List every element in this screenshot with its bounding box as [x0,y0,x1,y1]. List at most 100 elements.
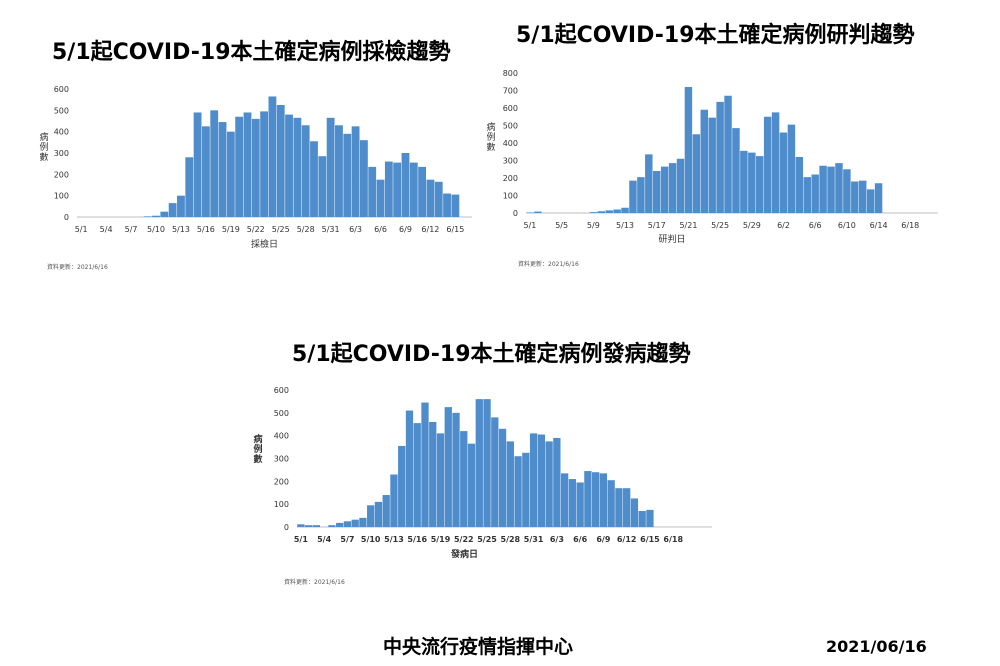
bar-5/14 [185,157,194,217]
bar-5/14 [398,445,406,527]
bar-5/25 [716,101,724,213]
bar-5/26 [285,114,293,217]
bar-6/8 [827,166,835,213]
bar-5/21 [452,412,460,527]
bar-5/21 [243,112,252,217]
bar-5/28 [301,125,310,217]
bar-6/6 [811,174,819,213]
bar-5/1 [526,212,534,213]
x-axis-title: 採檢日 [251,238,278,250]
source-note-onset: 資料更新：2021/6/16 [284,579,345,586]
bar-5/26 [491,417,499,527]
bar-5/1 [297,524,305,527]
x-tick-label: 5/22 [454,535,474,544]
x-tick-label: 5/4 [100,225,113,234]
y-tick-label: 100 [503,192,518,201]
bar-6/6 [576,482,584,527]
bar-6/8 [591,472,600,527]
y-tick-label: 300 [54,149,69,158]
x-tick-label: 5/4 [317,535,331,544]
x-tick-label: 5/16 [197,225,215,234]
x-tick-label: 6/18 [901,221,919,230]
bar-5/9 [589,212,598,213]
x-tick-label: 5/29 [743,221,761,230]
x-tick-label: 6/9 [596,535,610,544]
bar-5/14 [629,180,637,213]
bar-5/17 [421,402,429,527]
bar-5/17 [653,171,661,213]
bar-5/26 [724,95,732,213]
bar-5/5 [328,525,336,527]
bar-6/2 [779,132,788,213]
x-tick-label: 5/5 [555,221,568,230]
bar-5/29 [748,152,756,213]
bar-5/11 [605,210,613,213]
bar-6/12 [623,488,631,527]
footer-organization: 中央流行疫情指揮中心 [383,636,574,658]
bar-5/10 [597,211,605,213]
bar-6/9 [401,153,410,217]
bar-5/12 [168,203,177,217]
bar-6/13 [434,181,443,217]
bar-6/2 [545,441,553,527]
x-tick-label: 5/10 [361,535,381,544]
y-tick-label: 0 [513,209,518,218]
x-tick-label: 5/7 [125,225,138,234]
y-tick-label: 100 [54,192,69,201]
bar-6/11 [418,166,427,217]
bar-6/5 [368,166,377,217]
y-tick-label: 600 [503,104,518,113]
x-tick-label: 5/31 [322,225,340,234]
y-tick-label: 600 [54,85,69,94]
bar-6/11 [615,488,623,527]
bar-5/20 [676,158,685,213]
x-tick-label: 6/9 [399,225,412,234]
x-tick-label: 6/15 [640,535,660,544]
bar-5/31 [529,433,538,527]
x-tick-label: 5/10 [147,225,165,234]
x-tick-label: 5/17 [648,221,666,230]
y-tick-label: 400 [54,128,69,137]
bar-5/15 [405,410,414,527]
bar-6/10 [843,169,851,213]
bar-5/6 [336,522,344,527]
x-tick-label: 6/3 [550,535,564,544]
y-axis-title-char: 例 [253,443,262,455]
bar-6/12 [859,180,867,213]
bar-5/19 [226,131,235,217]
x-tick-label: 5/28 [501,535,521,544]
bar-6/15 [646,509,654,527]
bar-5/25 [276,105,285,217]
bar-5/10 [367,505,375,527]
bar-5/11 [374,501,383,527]
x-tick-label: 5/21 [679,221,697,230]
y-tick-label: 500 [503,122,518,131]
bar-5/24 [708,117,716,213]
bar-5/13 [390,474,398,527]
y-tick-label: 500 [274,409,289,418]
bar-5/9 [143,216,152,217]
x-tick-label: 5/31 [524,535,544,544]
bar-6/10 [409,162,418,217]
bar-5/31 [326,117,335,217]
bar-5/19 [436,433,445,527]
y-tick-label: 800 [503,69,518,78]
y-axis-title-char: 病 [39,131,48,143]
bar-5/16 [645,154,653,213]
y-tick-label: 200 [503,174,518,183]
bar-6/11 [851,181,859,213]
x-tick-label: 5/7 [340,535,354,544]
x-axis-title: 發病日 [450,548,478,560]
y-tick-label: 600 [274,386,289,395]
bar-5/24 [475,399,483,527]
y-tick-label: 300 [274,455,289,464]
x-tick-label: 5/1 [294,535,308,544]
bar-6/1 [771,112,780,213]
bar-5/18 [660,166,669,213]
bar-6/4 [560,473,569,527]
bar-5/2 [304,525,313,527]
x-tick-label: 5/19 [431,535,451,544]
y-tick-label: 0 [64,213,69,222]
